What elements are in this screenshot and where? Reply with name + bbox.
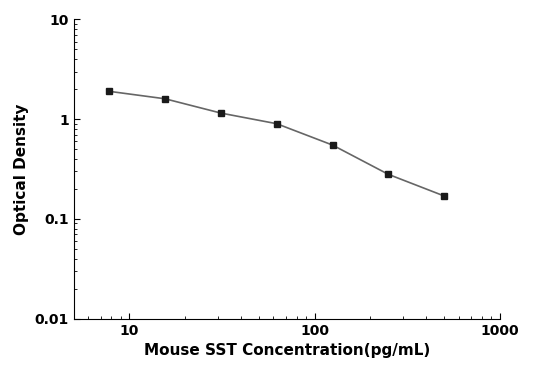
X-axis label: Mouse SST Concentration(pg/mL): Mouse SST Concentration(pg/mL) [143, 343, 430, 358]
Y-axis label: Optical Density: Optical Density [14, 103, 29, 235]
